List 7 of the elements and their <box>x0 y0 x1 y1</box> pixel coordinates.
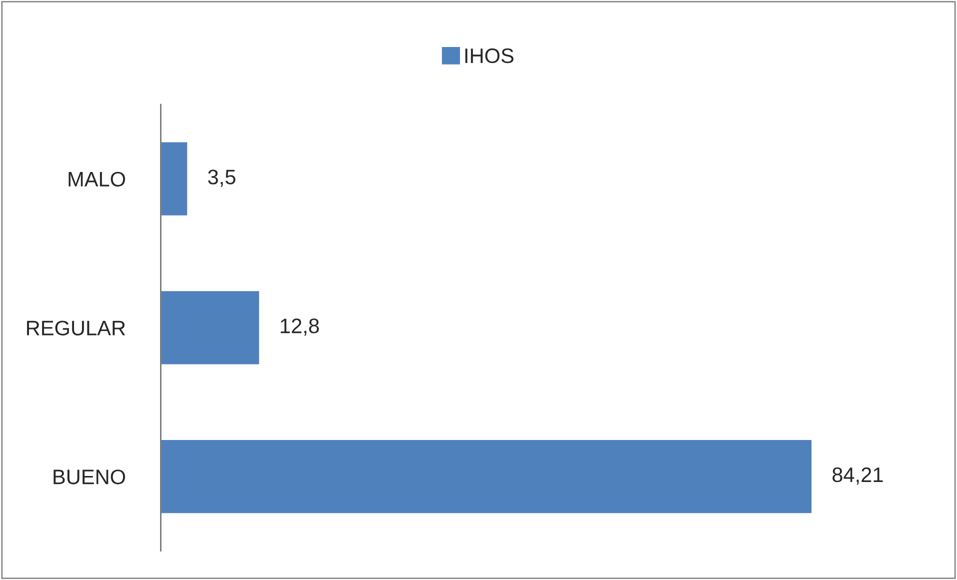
y-tick-label: REGULAR <box>27 320 126 336</box>
y-tick-label: MALO <box>68 172 126 187</box>
y-tick-label: BUENO <box>54 470 126 484</box>
data-label: 3,5 <box>208 170 236 187</box>
data-label: 84,21 <box>832 467 883 485</box>
legend-label: IHOS <box>465 48 514 64</box>
data-label: 12,8 <box>280 318 319 336</box>
